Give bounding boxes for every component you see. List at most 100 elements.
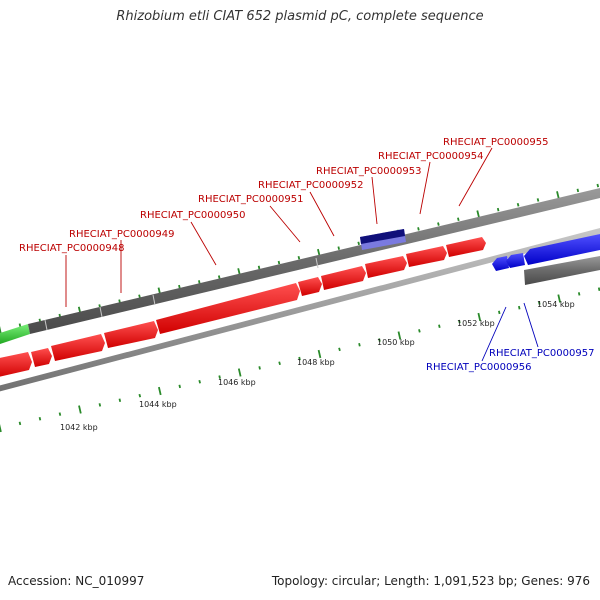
forward-gene-labels: RHECIAT_PC0000948 RHECIAT_PC0000949 RHEC…: [19, 137, 548, 254]
scale-label: 1048 kbp: [297, 358, 335, 367]
major-tick: [556, 191, 560, 200]
gray-feature-inner: [524, 256, 600, 285]
minor-tick: [576, 188, 580, 193]
major-tick: [78, 405, 82, 414]
minor-tick: [118, 398, 122, 402]
minor-tick: [278, 361, 281, 366]
major-tick: [237, 368, 242, 377]
minor-tick: [298, 356, 301, 361]
reverse-gene: [506, 253, 525, 268]
gene-label: RHECIAT_PC0000957: [489, 348, 594, 359]
minor-tick: [518, 305, 521, 310]
minor-tick: [18, 421, 22, 426]
forward-gene: [446, 237, 486, 257]
minor-tick: [536, 198, 540, 202]
forward-genes: [0, 237, 486, 377]
minor-tick: [18, 323, 22, 327]
minor-tick: [98, 403, 102, 407]
minor-tick: [417, 227, 420, 231]
forward-gene: [104, 321, 158, 348]
gene-label: RHECIAT_PC0000955: [443, 137, 548, 148]
green-feature: [0, 324, 30, 344]
minor-tick: [597, 287, 600, 291]
gene-label: RHECIAT_PC0000949: [69, 229, 174, 240]
minor-tick: [438, 324, 441, 328]
accession-text: Accession: NC_010997: [8, 574, 145, 588]
major-tick: [477, 312, 482, 322]
minor-tick: [257, 265, 261, 270]
gray-feature: [28, 188, 600, 334]
scale-label: 1044 kbp: [139, 400, 177, 409]
map-title: Rhizobium etli CIAT 652 plasmid pC, comp…: [116, 9, 484, 24]
forward-gene: [0, 352, 32, 377]
forward-gene: [156, 283, 300, 334]
scale-label: 1042 kbp: [60, 423, 98, 432]
genome-stats-text: Topology: circular; Length: 1,091,523 bp…: [271, 574, 590, 588]
scale-label: 1046 kbp: [218, 378, 256, 387]
reverse-leader-lines: [481, 302, 539, 362]
minor-tick: [418, 329, 421, 333]
major-tick: [0, 423, 2, 433]
gene-label: RHECIAT_PC0000953: [316, 166, 421, 177]
gene-label: RHECIAT_PC0000952: [258, 180, 363, 191]
gene-label: RHECIAT_PC0000948: [19, 243, 124, 254]
forward-gene: [406, 246, 447, 267]
minor-tick: [218, 375, 221, 379]
minor-tick: [596, 183, 600, 188]
scale-labels: 1042 kbp 1044 kbp 1046 kbp 1048 kbp 1050…: [60, 300, 575, 432]
minor-tick: [297, 255, 301, 260]
minor-tick: [178, 384, 181, 389]
minor-tick: [337, 246, 340, 250]
forward-gene: [31, 348, 52, 367]
minor-tick: [458, 319, 461, 324]
minor-tick: [217, 275, 221, 279]
minor-tick: [498, 310, 501, 315]
scale-label: 1052 kbp: [457, 319, 495, 328]
reverse-gene: [524, 234, 600, 265]
minor-tick: [378, 338, 381, 342]
gene-label: RHECIAT_PC0000951: [198, 194, 303, 205]
forward-gene: [298, 277, 322, 296]
gray-feature-band: [0, 188, 600, 344]
minor-tick: [58, 412, 62, 416]
minor-tick: [538, 301, 541, 305]
backbone: [0, 228, 600, 392]
highlight-feature-dark: [360, 229, 405, 244]
inner-tick-ring: [0, 287, 600, 433]
major-tick: [0, 325, 2, 335]
minor-tick: [358, 343, 361, 347]
minor-tick: [338, 347, 341, 352]
gene-label: RHECIAT_PC0000954: [378, 151, 483, 162]
forward-gene: [51, 334, 105, 361]
minor-tick: [38, 417, 42, 421]
minor-tick: [457, 217, 460, 222]
minor-tick: [357, 241, 360, 246]
forward-gene: [321, 266, 366, 290]
minor-tick: [496, 207, 500, 212]
minor-tick: [138, 294, 141, 299]
minor-tick: [437, 222, 440, 226]
forward-gene: [365, 256, 407, 278]
reverse-gene-labels: RHECIAT_PC0000956 RHECIAT_PC0000957: [426, 348, 594, 373]
reverse-genes: [492, 234, 600, 285]
scale-label: 1050 kbp: [377, 338, 415, 347]
minor-tick: [258, 366, 261, 370]
major-tick: [317, 349, 322, 359]
minor-tick: [178, 284, 181, 289]
minor-tick: [277, 260, 281, 265]
gene-label: RHECIAT_PC0000950: [140, 210, 245, 221]
minor-tick: [138, 393, 142, 398]
major-tick: [158, 386, 162, 396]
scale-label: 1054 kbp: [537, 300, 575, 309]
minor-tick: [516, 202, 520, 207]
major-tick: [557, 294, 561, 303]
gene-label: RHECIAT_PC0000956: [426, 362, 531, 373]
major-tick: [397, 331, 402, 340]
minor-tick: [577, 292, 581, 296]
minor-tick: [198, 379, 201, 384]
minor-tick: [198, 280, 201, 284]
forward-leader-lines: [65, 147, 493, 307]
reverse-gene: [492, 256, 509, 271]
